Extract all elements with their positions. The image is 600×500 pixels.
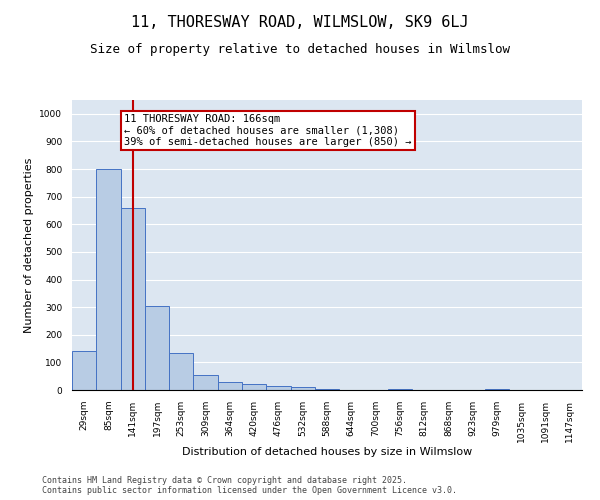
Bar [193, 375, 218, 390]
Text: Contains HM Land Registry data © Crown copyright and database right 2025.
Contai: Contains HM Land Registry data © Crown c… [42, 476, 457, 495]
Bar [96, 169, 121, 390]
Text: 11 THORESWAY ROAD: 166sqm
← 60% of detached houses are smaller (1,308)
39% of se: 11 THORESWAY ROAD: 166sqm ← 60% of detac… [124, 114, 412, 147]
Text: Size of property relative to detached houses in Wilmslow: Size of property relative to detached ho… [90, 42, 510, 56]
Text: 11, THORESWAY ROAD, WILMSLOW, SK9 6LJ: 11, THORESWAY ROAD, WILMSLOW, SK9 6LJ [131, 15, 469, 30]
Bar [121, 208, 145, 390]
Bar [218, 382, 242, 390]
Bar [388, 388, 412, 390]
Bar [242, 384, 266, 390]
Bar [266, 386, 290, 390]
X-axis label: Distribution of detached houses by size in Wilmslow: Distribution of detached houses by size … [182, 448, 472, 458]
Bar [72, 352, 96, 390]
Bar [169, 352, 193, 390]
Y-axis label: Number of detached properties: Number of detached properties [24, 158, 34, 332]
Bar [145, 306, 169, 390]
Bar [290, 387, 315, 390]
Bar [485, 388, 509, 390]
